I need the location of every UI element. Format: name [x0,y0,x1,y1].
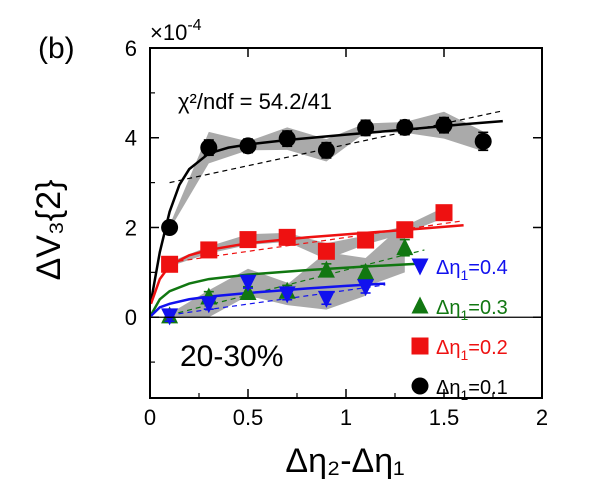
data-point [278,228,296,246]
legend: Δη1=0.4 Δη1=0.3 Δη1=0.2 Δη1=0.1 [411,257,508,403]
linear-fit-line [169,249,425,316]
systematic-band [169,268,366,319]
linear-fit-line [169,220,464,264]
data-point [239,231,257,249]
data-point [161,218,179,236]
x-tick-label: 1 [340,405,352,430]
centrality-label: 20-30% [180,340,283,373]
data-point [396,221,414,239]
x-tick-label: 1.5 [429,405,460,430]
x-tick-label: 0 [144,405,156,430]
data-point [317,141,335,159]
data-point [317,242,335,260]
legend-marker [411,296,429,314]
data-point [278,130,296,148]
data-point [357,119,375,137]
fit-chi2-label: χ²/ndf = 54.2/41 [178,89,332,114]
legend-label: Δη1=0.2 [436,337,508,363]
y-axis-label: ΔV₃{2} [30,180,68,281]
fit-curve [149,262,425,316]
data-point [239,137,257,155]
data-point [317,260,335,278]
linear-fit-line [169,110,503,184]
legend-label: Δη1=0.3 [436,297,508,323]
y-tick-label: 2 [125,215,137,240]
linear-fit-line [169,284,386,316]
y-tick-label: 4 [125,126,137,151]
legend-label: Δη1=0.1 [436,377,508,403]
multiplier-label: ×10-4 [150,17,202,45]
data-point [357,279,375,297]
data-point [161,255,179,273]
x-tick-label: 0.5 [233,405,264,430]
legend-marker [411,258,429,276]
legend-label: Δη1=0.4 [436,257,508,283]
data-points [161,116,492,326]
data-point [435,116,453,134]
data-point [396,238,414,256]
data-point [278,286,296,304]
multiplier-base: ×10 [150,20,187,45]
data-point [435,204,453,222]
systematic-band [169,207,444,267]
multiplier-exponent: -4 [187,17,201,34]
data-point [200,241,218,259]
data-point [357,262,375,280]
data-point [200,296,218,314]
x-tick-label: 2 [536,405,548,430]
legend-marker [411,377,429,395]
axis-ticks: 0 0.5 1 1.5 2 0 2 4 6 [125,36,548,430]
legend-marker [411,337,429,355]
data-point [357,231,375,249]
data-point [317,290,335,308]
data-point [200,139,218,157]
x-axis-label: Δη₂-Δη₁ [285,442,404,480]
y-tick-label: 6 [125,36,137,61]
data-point [396,118,414,136]
y-tick-label: 0 [125,305,137,330]
data-point [239,274,257,292]
panel-label: (b) [38,32,75,65]
data-point [474,132,492,150]
